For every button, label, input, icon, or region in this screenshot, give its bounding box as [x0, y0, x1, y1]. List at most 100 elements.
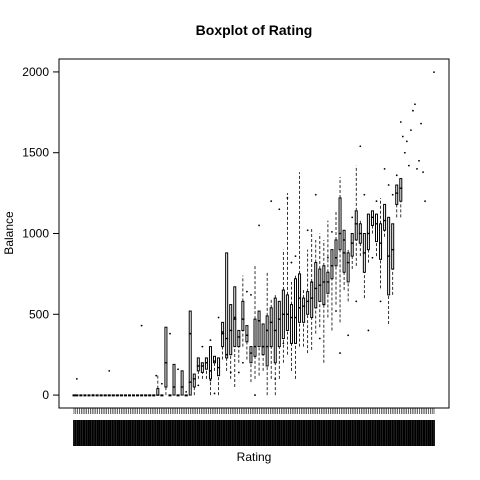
x-tick-label-mark: [354, 420, 357, 446]
x-tick-label-mark: [371, 420, 374, 446]
box-230: [127, 394, 131, 397]
box-590: [273, 294, 277, 396]
x-tick-label-mark: [338, 420, 341, 446]
x-tick-label-mark: [113, 420, 115, 446]
box-690: [314, 239, 318, 334]
outlier-point: [322, 303, 325, 306]
x-tick-label-mark: [204, 420, 206, 446]
x-tick-label-mark: [182, 420, 184, 446]
box-93: [72, 394, 76, 397]
box-510: [241, 275, 245, 347]
outlier-point: [217, 316, 220, 319]
x-tick-label-mark: [102, 420, 104, 446]
box-270: [144, 394, 148, 397]
box-body: [213, 355, 217, 364]
x-tick-label-mark: [147, 420, 150, 446]
x-tick-label-mark: [122, 420, 124, 446]
box-740: [334, 210, 338, 305]
box-200: [115, 394, 119, 397]
x-tick-label-mark: [125, 420, 128, 446]
box-body: [156, 388, 160, 396]
x-tick-label-mark: [351, 420, 354, 446]
outlier-point: [254, 394, 256, 396]
x-tick-label-mark: [73, 420, 75, 446]
x-tick-label-mark: [365, 420, 368, 446]
box-290: [152, 394, 156, 397]
x-tick-label-mark: [184, 420, 186, 446]
box-body: [289, 304, 293, 344]
x-tick-label-mark: [345, 420, 348, 446]
box-body: [221, 321, 225, 348]
outlier-point: [416, 167, 418, 170]
x-tick-label-mark: [249, 420, 252, 446]
x-tick-label-mark: [384, 420, 386, 446]
box-body: [322, 265, 326, 306]
outlier-point: [347, 334, 350, 337]
x-tick-label-mark: [278, 420, 281, 446]
x-axis: [73, 408, 435, 446]
x-tick-label-mark: [176, 420, 179, 446]
x-tick-label-mark: [280, 420, 283, 446]
box-350: [176, 394, 180, 397]
x-tick-label-mark: [380, 420, 383, 446]
box-900: [399, 178, 403, 218]
outlier-point: [339, 352, 341, 354]
box-body: [285, 294, 289, 331]
outlier-point: [410, 129, 412, 131]
x-tick-label-mark: [138, 420, 141, 446]
outlier-point: [177, 368, 179, 371]
x-tick-label-mark: [85, 420, 88, 446]
box-body: [306, 291, 310, 315]
x-tick-label-mark: [191, 420, 194, 446]
box-body: [265, 315, 269, 367]
box-410: [200, 362, 204, 379]
x-tick-label-mark: [431, 420, 434, 446]
x-tick-label-mark: [156, 420, 159, 446]
outlier-point: [399, 121, 402, 123]
box-body: [277, 300, 281, 348]
x-tick-label-mark: [374, 420, 377, 446]
box-body: [196, 357, 200, 372]
x-tick-label-mark: [387, 420, 390, 446]
box-body: [370, 210, 374, 226]
outlier-point: [278, 208, 281, 211]
outlier-point: [335, 310, 337, 312]
box-body: [383, 203, 387, 231]
x-tick-label-mark: [391, 420, 394, 446]
chart-title: Boxplot of Rating: [196, 22, 313, 38]
x-tick-label-mark: [149, 420, 152, 446]
box-430: [208, 346, 212, 396]
x-tick-label-mark: [134, 420, 137, 446]
x-tick-label-mark: [396, 420, 399, 446]
outlier-point: [189, 332, 192, 335]
x-tick-label-mark: [398, 420, 401, 446]
x-tick-label-mark: [362, 420, 364, 446]
x-tick-label-mark: [133, 420, 135, 446]
box-390: [192, 373, 196, 396]
box-body: [208, 346, 212, 380]
box-240: [132, 394, 136, 397]
box-body: [253, 318, 257, 357]
x-tick-label-mark: [427, 420, 430, 446]
x-tick-label-mark: [367, 420, 370, 446]
x-tick-label-mark: [227, 420, 230, 446]
box-310: [160, 394, 164, 397]
outlier-point: [266, 329, 269, 332]
box-470: [225, 252, 229, 371]
outlier-point: [343, 239, 346, 241]
x-tick-label-mark: [294, 420, 297, 446]
x-tick-label-mark: [118, 420, 121, 446]
x-tick-label-mark: [225, 420, 228, 446]
x-tick-label-mark: [245, 420, 248, 446]
x-tick-label-mark: [80, 420, 83, 446]
x-tick-label-mark: [424, 420, 426, 446]
x-tick-label-mark: [153, 420, 155, 446]
x-tick-label-mark: [373, 420, 375, 446]
outlier-point: [294, 255, 297, 258]
x-tick-label-mark: [189, 420, 192, 446]
x-tick-label-mark: [267, 420, 270, 446]
outlier-point: [433, 71, 435, 73]
x-tick-label-mark: [322, 420, 324, 446]
x-tick-label-mark: [405, 420, 408, 446]
